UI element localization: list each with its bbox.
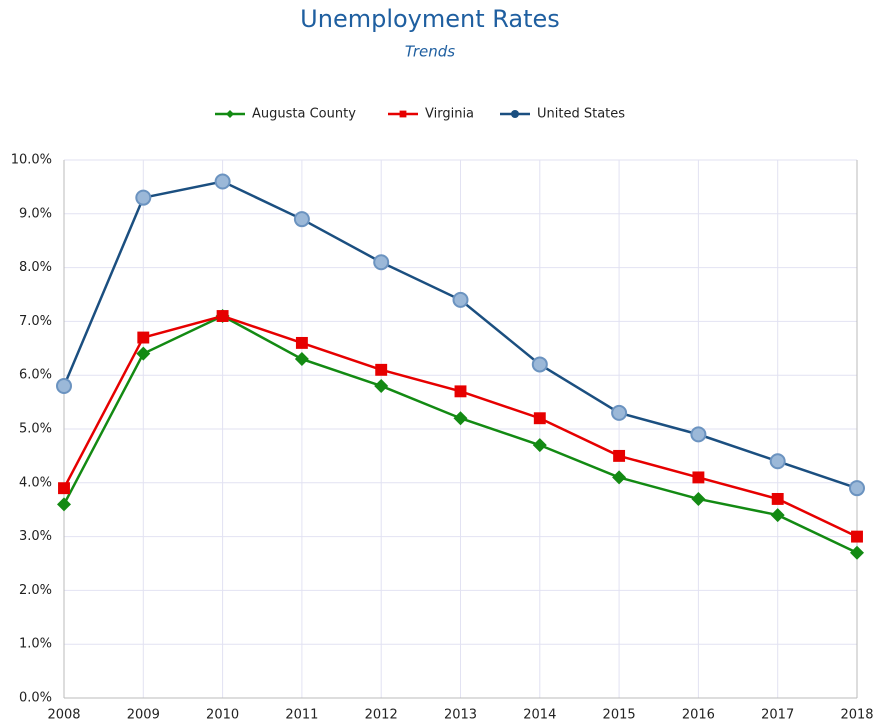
y-tick-label: 3.0% xyxy=(19,529,52,544)
point xyxy=(136,346,151,361)
chart-title: Unemployment Rates xyxy=(300,5,560,33)
point xyxy=(57,497,71,512)
point xyxy=(58,482,70,495)
point xyxy=(454,385,467,398)
y-tick-label: 8.0% xyxy=(19,260,52,275)
point xyxy=(374,378,389,393)
point xyxy=(375,363,388,376)
point xyxy=(849,480,865,497)
legend-marker xyxy=(226,110,234,118)
point xyxy=(613,449,626,462)
point xyxy=(135,189,152,206)
point xyxy=(452,291,469,308)
y-tick-label: 2.0% xyxy=(19,583,52,598)
point xyxy=(850,545,864,560)
y-tick-label: 7.0% xyxy=(19,314,52,329)
y-tick-label: 0.0% xyxy=(19,691,52,706)
x-tick-label: 2009 xyxy=(127,708,160,723)
y-tick-label: 6.0% xyxy=(19,368,52,383)
chart-subtitle: Trends xyxy=(405,43,455,61)
point xyxy=(295,336,308,349)
point xyxy=(533,412,546,425)
y-tick-label: 1.0% xyxy=(19,637,52,652)
x-tick-label: 2014 xyxy=(523,708,556,723)
point xyxy=(611,404,628,421)
point xyxy=(373,254,390,271)
x-tick-label: 2017 xyxy=(761,708,794,723)
point xyxy=(293,211,310,228)
legend-marker xyxy=(511,110,519,118)
point xyxy=(690,426,707,443)
x-tick-label: 2012 xyxy=(365,708,398,723)
x-tick-label: 2008 xyxy=(47,708,80,723)
x-tick-label: 2018 xyxy=(840,708,873,723)
point xyxy=(692,471,705,484)
point xyxy=(294,352,309,367)
x-tick-label: 2011 xyxy=(285,708,318,723)
point xyxy=(56,377,72,394)
point xyxy=(612,470,627,485)
point xyxy=(851,530,863,543)
y-tick-label: 9.0% xyxy=(19,206,52,221)
point xyxy=(691,491,706,506)
x-tick-label: 2010 xyxy=(206,708,239,723)
point xyxy=(531,356,548,373)
point xyxy=(769,453,786,470)
legend-label: Augusta County xyxy=(252,107,356,122)
point xyxy=(453,411,468,426)
y-tick-label: 10.0% xyxy=(11,153,52,168)
point xyxy=(771,492,784,505)
legend-marker xyxy=(399,110,407,118)
y-tick-label: 5.0% xyxy=(19,422,52,437)
point xyxy=(532,438,547,453)
x-tick-label: 2015 xyxy=(603,708,636,723)
point xyxy=(214,173,231,190)
x-tick-label: 2013 xyxy=(444,708,477,723)
legend-label: United States xyxy=(537,107,625,122)
point xyxy=(770,508,785,523)
point xyxy=(137,331,150,344)
legend-label: Virginia xyxy=(425,107,474,122)
y-tick-label: 4.0% xyxy=(19,475,52,490)
point xyxy=(216,310,229,322)
x-tick-label: 2016 xyxy=(682,708,715,723)
